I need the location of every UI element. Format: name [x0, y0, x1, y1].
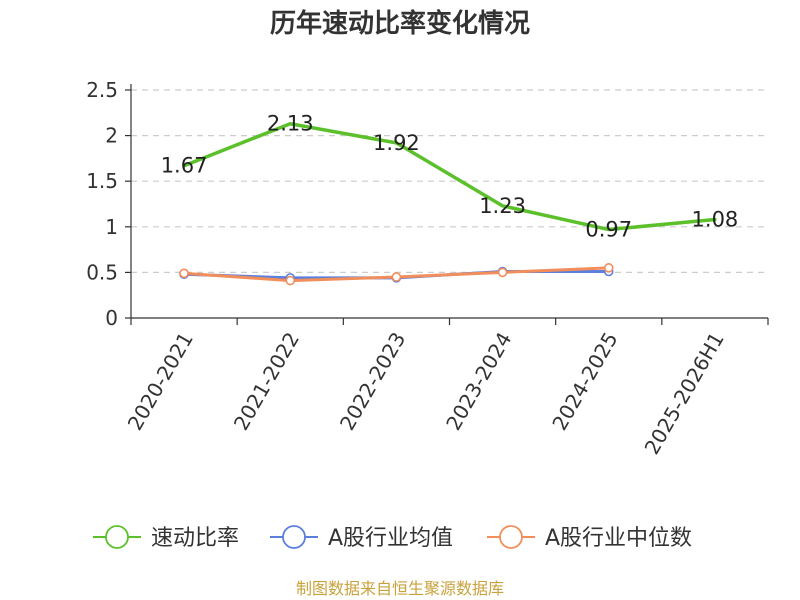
legend-marker: [105, 525, 129, 549]
data-point: [497, 267, 508, 278]
data-label: 1.67: [161, 154, 208, 178]
y-tick-label: 1: [105, 215, 118, 239]
series-points: [179, 263, 614, 286]
series-line: [182, 121, 717, 232]
data-source-note: 制图数据来自恒生聚源数据库: [296, 579, 504, 598]
x-tick-label: 2024-2025: [547, 328, 622, 434]
x-tick-label: 2023-2024: [441, 328, 516, 434]
chart-title: 历年速动比率变化情况: [270, 8, 530, 39]
legend-label: A股行业中位数: [545, 526, 692, 551]
y-tick-label: 1.5: [86, 169, 118, 193]
data-label: 1.23: [479, 194, 526, 218]
legend-marker: [499, 525, 523, 549]
data-label: 0.97: [585, 218, 632, 242]
data-point: [391, 272, 402, 282]
series-lines: [182, 121, 717, 283]
x-tick-label: 2022-2023: [335, 328, 410, 434]
y-tick-label: 0.5: [86, 260, 118, 284]
y-tick-label: 2.5: [86, 78, 118, 102]
legend-item: 速动比率: [93, 525, 239, 551]
y-tick-label: 2: [105, 124, 118, 148]
data-point: [603, 263, 614, 273]
data-label: 1.92: [373, 131, 420, 155]
legend-label: 速动比率: [151, 526, 239, 551]
data-label: 2.13: [267, 112, 314, 136]
legend-item: A股行业均值: [270, 525, 453, 551]
y-tick-label: 0: [105, 306, 118, 330]
data-point: [285, 275, 296, 286]
data-label: 1.08: [692, 208, 739, 232]
x-tick-label: 2020-2021: [123, 328, 198, 434]
legend-label: A股行业均值: [328, 526, 453, 551]
legend: 速动比率 A股行业均值 A股行业中位数: [93, 525, 692, 551]
data-point: [179, 268, 189, 279]
grid-lines: [131, 89, 768, 273]
legend-marker: [282, 525, 306, 549]
legend-item: A股行业中位数: [487, 525, 692, 551]
data-labels: 1.67 2.13 1.92 1.23 0.97 1.08: [161, 112, 739, 242]
x-tick-label: 2025-2026H1: [640, 328, 729, 458]
x-tick-label: 2021-2022: [229, 328, 304, 434]
